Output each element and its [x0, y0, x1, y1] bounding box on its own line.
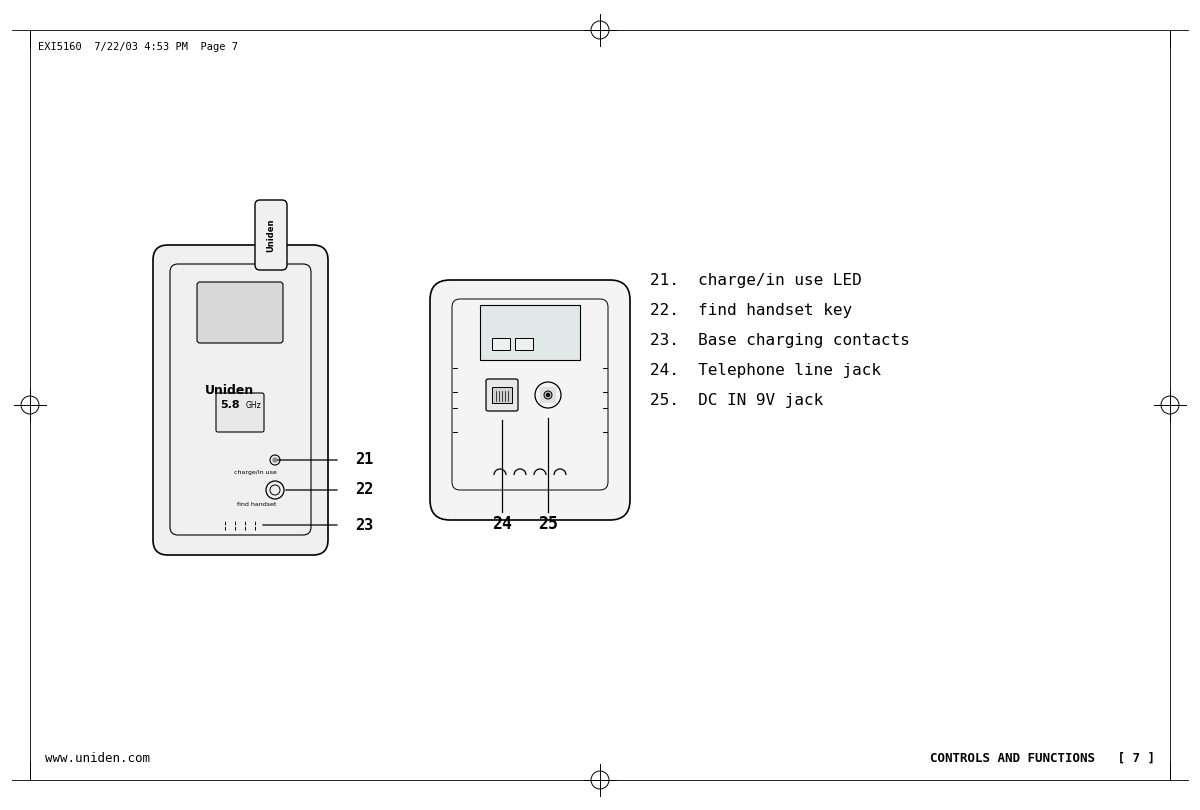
- Text: 23.  Base charging contacts: 23. Base charging contacts: [650, 332, 910, 347]
- Text: 21: 21: [355, 453, 373, 467]
- Text: 25.  DC IN 9V jack: 25. DC IN 9V jack: [650, 393, 823, 407]
- FancyBboxPatch shape: [216, 393, 264, 432]
- Text: Uniden: Uniden: [205, 383, 254, 397]
- FancyBboxPatch shape: [540, 387, 556, 403]
- Circle shape: [274, 458, 277, 462]
- Circle shape: [546, 394, 550, 397]
- Text: 5.8: 5.8: [220, 400, 240, 410]
- Text: 23: 23: [355, 518, 373, 532]
- Text: charge/in use: charge/in use: [234, 470, 276, 475]
- Text: 21.  charge/in use LED: 21. charge/in use LED: [650, 272, 862, 288]
- Bar: [480, 305, 580, 360]
- Text: 22: 22: [355, 483, 373, 497]
- Text: find handset: find handset: [238, 502, 277, 507]
- Text: 22.  find handset key: 22. find handset key: [650, 302, 852, 318]
- Circle shape: [544, 391, 552, 399]
- FancyBboxPatch shape: [197, 282, 283, 343]
- Text: Uniden: Uniden: [266, 218, 276, 252]
- Bar: [492, 338, 510, 350]
- Text: www.uniden.com: www.uniden.com: [46, 752, 150, 765]
- Text: GHz: GHz: [246, 400, 262, 410]
- Text: 24: 24: [492, 515, 512, 533]
- Text: 25: 25: [538, 515, 558, 533]
- FancyBboxPatch shape: [256, 200, 287, 270]
- Text: 24.  Telephone line jack: 24. Telephone line jack: [650, 363, 881, 377]
- FancyBboxPatch shape: [430, 280, 630, 520]
- FancyBboxPatch shape: [154, 245, 328, 555]
- Text: CONTROLS AND FUNCTIONS   [ 7 ]: CONTROLS AND FUNCTIONS [ 7 ]: [930, 752, 1154, 765]
- Bar: [492, 387, 512, 403]
- Bar: [515, 338, 533, 350]
- FancyBboxPatch shape: [486, 379, 518, 411]
- Text: EXI5160  7/22/03 4:53 PM  Page 7: EXI5160 7/22/03 4:53 PM Page 7: [38, 42, 238, 52]
